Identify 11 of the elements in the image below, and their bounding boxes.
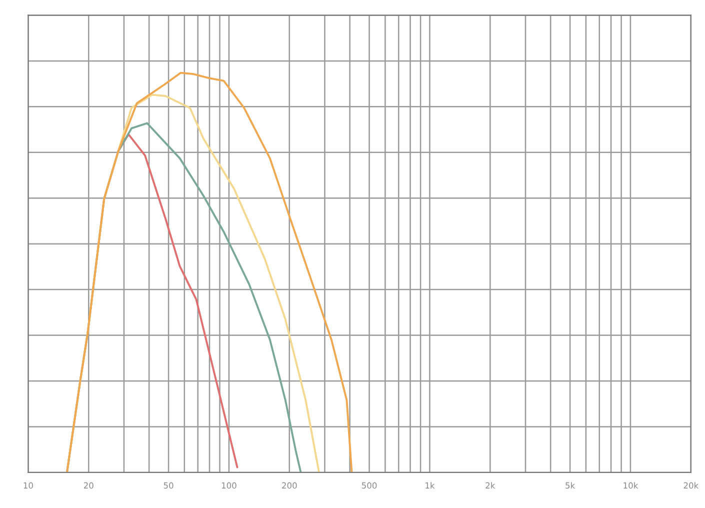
- x-tick-label: 200: [282, 482, 297, 489]
- x-tick-label: 2k: [486, 482, 496, 488]
- x-tick-label: 20k: [684, 482, 699, 489]
- x-tick-label: 50: [164, 482, 174, 489]
- x-tick-label: 100: [222, 482, 236, 489]
- x-tick-label: 10: [24, 482, 33, 489]
- x-tick-label: 20: [84, 482, 94, 489]
- x-tick-label: 1k: [426, 482, 435, 488]
- x-tick-label: 500: [362, 482, 377, 489]
- x-tick-label: 10k: [624, 482, 638, 489]
- x-tick-label: 5k: [566, 482, 576, 489]
